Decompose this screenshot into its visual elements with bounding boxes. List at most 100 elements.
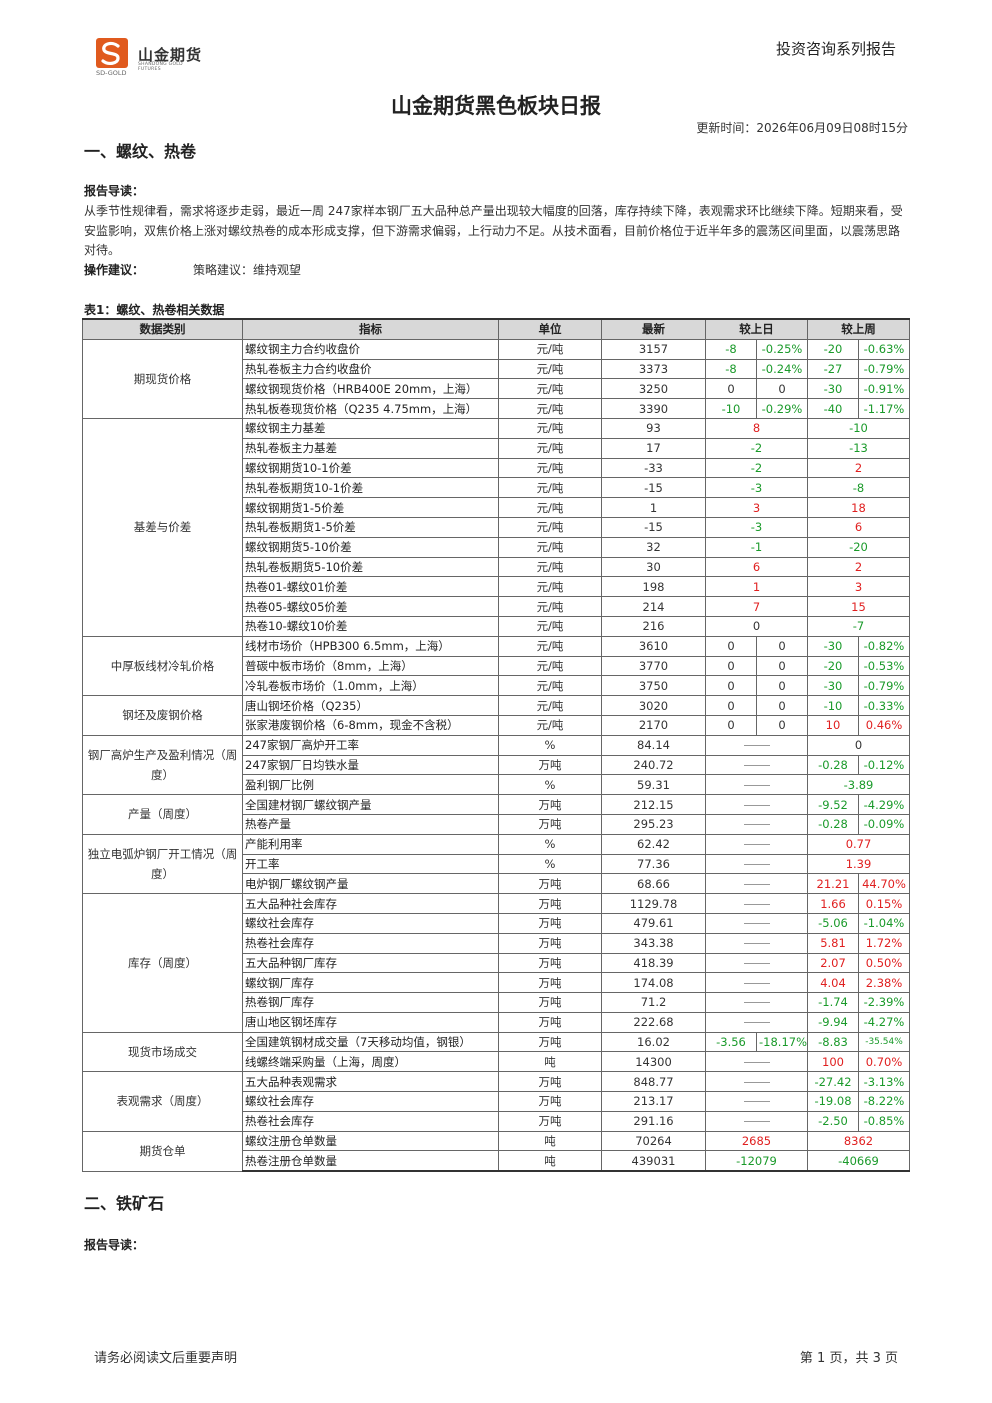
week-change-pct: 2.38% bbox=[858, 972, 910, 994]
day-change-cell bbox=[705, 833, 808, 855]
no-data-dash bbox=[743, 824, 770, 826]
header-vs-prev-week: 较上周 bbox=[807, 317, 910, 340]
day-change-value: 0 bbox=[705, 695, 757, 716]
week-change-cell: -10 bbox=[807, 417, 910, 439]
latest-cell: 84.14 bbox=[601, 734, 706, 756]
indicator-cell: 全国建筑钢材成交量（7天移动均值，钢银） bbox=[242, 1031, 499, 1053]
day-change-cell bbox=[705, 1071, 808, 1093]
day-change-cell bbox=[705, 1051, 808, 1073]
latest-cell: 439031 bbox=[601, 1150, 706, 1173]
unit-cell: 元/吨 bbox=[498, 655, 602, 677]
intro-text: 从季节性规律看，需求将逐步走弱，最近一周 247家样本钢厂五大品种总产量出现较大… bbox=[84, 204, 903, 257]
indicator-cell: 普碳中板市场价（8mm，上海） bbox=[242, 655, 499, 677]
week-change-value: -1.74 bbox=[807, 992, 859, 1013]
logo-name-cn: 山金期货 bbox=[138, 46, 203, 64]
latest-cell: 3250 bbox=[601, 378, 706, 400]
week-change-value: -9.52 bbox=[807, 794, 859, 815]
day-change-pct: 0 bbox=[756, 655, 808, 677]
table-row: 库存（周度） 五大品种社会库存 万吨 1129.78 1.66 0.15% bbox=[82, 893, 910, 1033]
latest-cell: 16.02 bbox=[601, 1031, 706, 1053]
latest-cell: 174.08 bbox=[601, 972, 706, 994]
unit-cell: 元/吨 bbox=[498, 675, 602, 697]
latest-cell: 14300 bbox=[601, 1051, 706, 1073]
indicator-cell: 产能利用率 bbox=[242, 833, 499, 855]
category-cell: 独立电弧炉钢厂开工情况（周度） bbox=[82, 833, 243, 895]
latest-cell: 3750 bbox=[601, 675, 706, 697]
table-row: 螺纹钢期货10-1价差 元/吨 -33 -2 2 bbox=[83, 457, 910, 479]
latest-cell: 216 bbox=[601, 615, 706, 637]
indicator-cell: 热轧卷板主力基差 bbox=[242, 437, 499, 459]
week-change-pct: -0.12% bbox=[858, 754, 910, 776]
unit-cell: % bbox=[498, 833, 602, 855]
no-data-dash bbox=[743, 1101, 770, 1103]
latest-cell: 222.68 bbox=[601, 1011, 706, 1033]
day-change-cell bbox=[705, 734, 808, 756]
latest-cell: 70264 bbox=[601, 1130, 706, 1152]
footer-page-number: 第 1 页，共 3 页 bbox=[799, 1351, 898, 1366]
week-change-pct: -35.54% bbox=[858, 1031, 910, 1053]
unit-cell: % bbox=[498, 853, 602, 875]
table-row: 基差与价差 螺纹钢主力基差 元/吨 93 8 -10 bbox=[82, 417, 910, 637]
latest-cell: -33 bbox=[601, 457, 706, 479]
day-change-value: -3.56 bbox=[705, 1031, 757, 1053]
day-change-cell bbox=[705, 1011, 808, 1033]
week-change-value: -9.94 bbox=[807, 1011, 859, 1033]
indicator-cell: 五大品种表观需求 bbox=[242, 1071, 499, 1093]
no-data-dash bbox=[743, 903, 770, 905]
header-category: 数据类别 bbox=[82, 317, 243, 340]
week-change-value: -2.50 bbox=[807, 1110, 859, 1132]
unit-cell: 万吨 bbox=[498, 972, 602, 994]
day-change-value: 0 bbox=[705, 714, 757, 736]
report-series: 投资咨询系列报告 bbox=[775, 40, 896, 58]
table-row: 现货市场成交 全国建筑钢材成交量（7天移动均值，钢银） 万吨 16.02 -3.56 -1… bbox=[82, 1031, 910, 1073]
week-change-pct: 0.15% bbox=[858, 893, 910, 914]
week-change-pct: -4.27% bbox=[858, 1011, 910, 1033]
week-change-cell: -20 bbox=[807, 536, 910, 558]
indicator-cell: 五大品种钢厂库存 bbox=[242, 952, 499, 974]
no-data-dash bbox=[743, 1081, 770, 1083]
unit-cell: % bbox=[498, 774, 602, 796]
unit-cell: 万吨 bbox=[498, 754, 602, 776]
sd-gold-logo-icon bbox=[96, 38, 128, 68]
latest-cell: 68.66 bbox=[601, 873, 706, 895]
day-change-cell bbox=[705, 794, 808, 815]
table-row: 期货仓单 螺纹注册仓单数量吨 70264 2685 8362 bbox=[82, 1130, 910, 1172]
table-row: 热卷钢厂库存 万吨 71.2 -1.74 -2.39% bbox=[83, 992, 910, 1013]
section-2-intro-label: 报告导读： bbox=[84, 1238, 145, 1252]
week-change-cell: 1.39 bbox=[807, 853, 910, 875]
unit-cell: 元/吨 bbox=[498, 477, 602, 499]
latest-cell: -15 bbox=[601, 477, 706, 499]
unit-cell: 元/吨 bbox=[498, 437, 602, 459]
table-row: 螺纹钢现货价格（HRB400E 20mm，上海） 元/吨 3250 0 0 -30 -0.9… bbox=[83, 378, 910, 400]
section-2-title: 二、铁矿石 bbox=[84, 1194, 165, 1213]
unit-cell: 元/吨 bbox=[498, 635, 602, 657]
no-data-dash bbox=[743, 1061, 770, 1063]
day-change-cell: -1 bbox=[705, 536, 808, 558]
latest-cell: 3020 bbox=[601, 695, 706, 716]
no-data-dash bbox=[743, 1022, 770, 1024]
day-change-pct: 0 bbox=[756, 378, 808, 400]
week-change-pct: -1.04% bbox=[858, 912, 910, 934]
week-change-pct: -0.91% bbox=[858, 378, 910, 400]
indicator-cell: 热卷05-螺纹05价差 bbox=[242, 596, 499, 617]
no-data-dash bbox=[743, 982, 770, 984]
day-change-cell bbox=[705, 932, 808, 954]
indicator-cell: 螺纹注册仓单数量 bbox=[242, 1130, 499, 1152]
latest-cell: 3157 bbox=[601, 338, 706, 360]
day-change-cell bbox=[705, 774, 808, 796]
week-change-value: 100 bbox=[807, 1051, 859, 1073]
latest-cell: 71.2 bbox=[601, 992, 706, 1013]
no-data-dash bbox=[743, 962, 770, 964]
indicator-cell: 螺纹钢主力合约收盘价 bbox=[242, 338, 499, 360]
week-change-cell: 0 bbox=[807, 734, 910, 756]
no-data-dash bbox=[743, 784, 770, 786]
week-change-cell: -8 bbox=[807, 477, 910, 499]
table-header-row: 数据类别 指标 单位 最新 较上日 较上周 bbox=[82, 317, 910, 340]
unit-cell: 元/吨 bbox=[498, 556, 602, 578]
unit-cell: 元/吨 bbox=[498, 615, 602, 637]
unit-cell: 万吨 bbox=[498, 1091, 602, 1112]
table-row: 期现货价格 螺纹钢主力合约收盘价 元/吨 3157 -8 -0.25% -20 -0.63% bbox=[82, 338, 910, 419]
unit-cell: 万吨 bbox=[498, 794, 602, 815]
table-row: 电炉钢厂螺纹钢产量 万吨 68.66 21.21 44.70% bbox=[83, 873, 910, 895]
day-change-pct: 0 bbox=[756, 714, 808, 736]
